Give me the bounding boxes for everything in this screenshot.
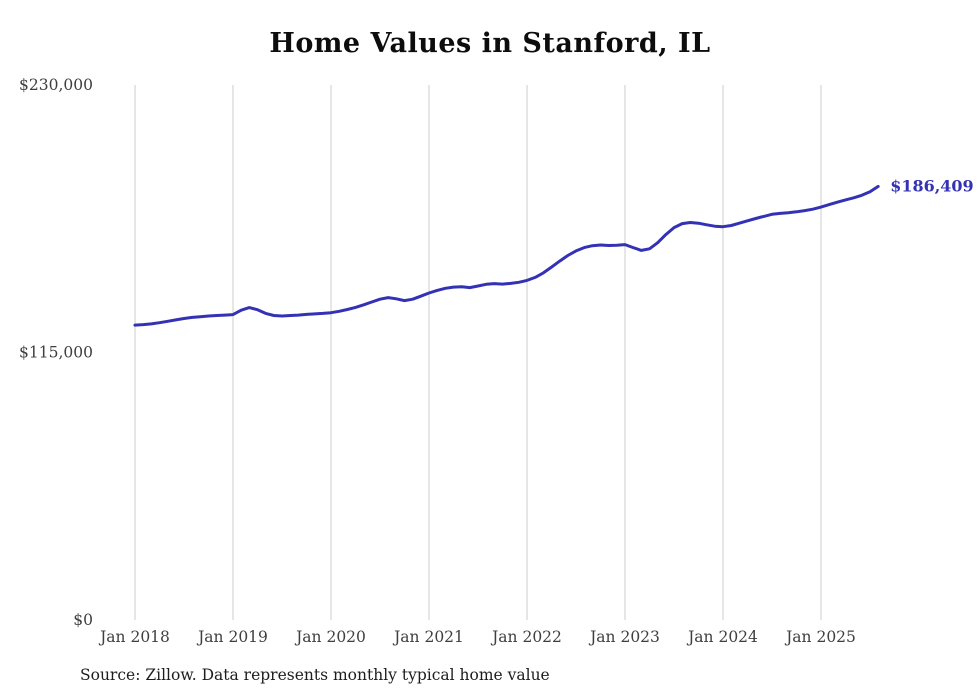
latest-value-label: $186,409: [890, 176, 974, 195]
y-tick-label: $230,000: [19, 76, 93, 94]
y-tick-label: $115,000: [19, 344, 93, 362]
x-tick-label: Jan 2019: [196, 628, 268, 646]
x-tick-label: Jan 2024: [686, 628, 758, 646]
home-value-line: [133, 184, 880, 327]
x-tick-label: Jan 2022: [490, 628, 562, 646]
x-tick-label: Jan 2021: [392, 628, 464, 646]
x-tick-label: Jan 2025: [784, 628, 856, 646]
y-tick-label: $0: [73, 611, 93, 629]
x-tick-label: Jan 2018: [98, 628, 170, 646]
x-tick-label: Jan 2020: [294, 628, 366, 646]
chart-title: Home Values in Stanford, IL: [269, 28, 711, 59]
x-tick-label: Jan 2023: [588, 628, 660, 646]
source-note: Source: Zillow. Data represents monthly …: [80, 666, 550, 684]
